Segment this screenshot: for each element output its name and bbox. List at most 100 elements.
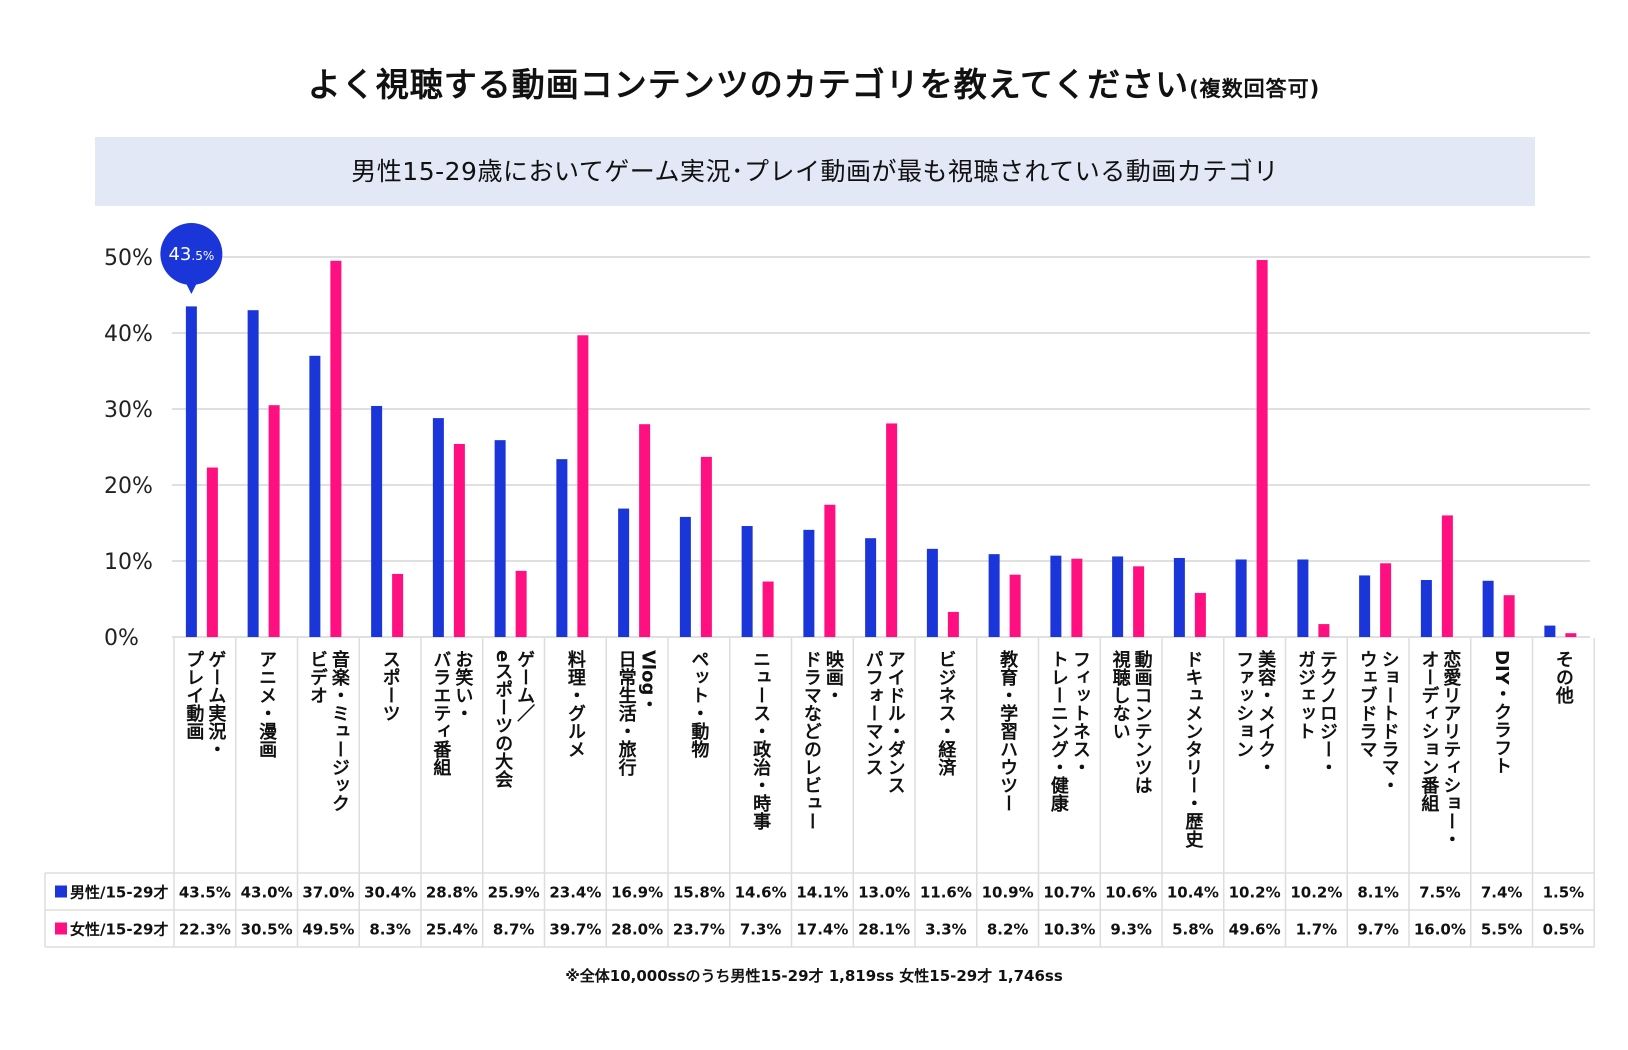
- category-label: ファッション: [1233, 650, 1254, 758]
- bar-female: [1133, 566, 1145, 637]
- table-value-male: 7.5%: [1419, 884, 1461, 902]
- table-value-male: 15.8%: [673, 884, 725, 902]
- table-value-male: 10.4%: [1167, 884, 1219, 902]
- bar-female: [1256, 260, 1268, 637]
- bar-female: [268, 405, 280, 637]
- bar-male: [1297, 559, 1309, 637]
- category-label: ウェブドラマ: [1357, 650, 1378, 758]
- table-value-female: 28.0%: [611, 921, 663, 939]
- callout-pointer: [185, 282, 198, 294]
- table-value-female: 7.3%: [740, 921, 782, 939]
- category-label: アニメ・漫画: [256, 650, 277, 759]
- category-label: 動画コンテンツは: [1132, 649, 1153, 794]
- callout-value-unit: .5%: [191, 249, 214, 263]
- category-label: 日常生活・旅行: [616, 650, 638, 776]
- category-label: ドラマなどのレビュー: [801, 650, 822, 830]
- category-label: 料理・グルメ: [565, 649, 586, 758]
- category-label: ビデオ: [307, 650, 328, 704]
- bar-female: [392, 573, 404, 637]
- table-value-female: 49.5%: [302, 921, 354, 939]
- bar-male: [1050, 555, 1062, 637]
- bar-female: [886, 423, 898, 637]
- bar-male: [432, 418, 444, 637]
- table-value-female: 28.1%: [858, 921, 910, 939]
- table-value-female: 0.5%: [1543, 921, 1585, 939]
- table-value-female: 9.3%: [1110, 921, 1152, 939]
- table-value-male: 23.4%: [549, 884, 601, 902]
- category-label: ショートドラマ・: [1379, 650, 1400, 794]
- bar-female: [1503, 595, 1515, 637]
- callout-value: 43.5%: [168, 244, 214, 265]
- bar-female: [1009, 574, 1021, 637]
- category-label: ニュース・政治・時事: [750, 650, 771, 831]
- table-value-male: 10.2%: [1229, 884, 1281, 902]
- category-label: その他: [1553, 650, 1575, 704]
- category-label: 音楽・ミュージック: [329, 649, 350, 812]
- table-value-male: 43.5%: [179, 884, 231, 902]
- bar-male: [1173, 557, 1185, 637]
- bar-male: [556, 459, 568, 637]
- table-value-female: 22.3%: [179, 921, 231, 939]
- table-value-male: 11.6%: [920, 884, 972, 902]
- table-value-male: 43.0%: [241, 884, 293, 902]
- table-value-male: 30.4%: [364, 884, 416, 902]
- category-label: 恋愛リアリティショー・: [1440, 649, 1461, 848]
- table-value-male: 14.1%: [796, 884, 848, 902]
- bar-male: [865, 538, 877, 637]
- table-value-female: 5.8%: [1172, 921, 1214, 939]
- category-label: DIY・クラフト: [1491, 650, 1512, 775]
- category-label: ビジネス・経済: [935, 650, 956, 777]
- category-label: テクノロジー・: [1317, 650, 1338, 776]
- bar-male: [247, 310, 259, 637]
- category-label: フィットネス・: [1070, 650, 1091, 776]
- bar-male: [988, 554, 1000, 637]
- table-value-male: 10.6%: [1105, 884, 1157, 902]
- bar-male: [926, 548, 938, 637]
- bar-female: [1565, 633, 1577, 637]
- category-label: ゲーム／: [514, 650, 535, 723]
- table-value-female: 8.7%: [493, 921, 535, 939]
- table-value-female: 25.4%: [426, 921, 478, 939]
- bar-male: [741, 526, 753, 637]
- table-value-female: 1.7%: [1296, 921, 1338, 939]
- table-value-female: 16.0%: [1414, 921, 1466, 939]
- bar-female: [1194, 592, 1206, 637]
- bar-male: [1112, 556, 1124, 637]
- bar-female: [330, 260, 342, 637]
- category-label: アイドル・ダンス: [885, 650, 906, 794]
- title-main: よく視聴する動画コンテンツのカテゴリを教えてください: [307, 65, 1190, 104]
- category-label: お笑い・: [452, 650, 473, 722]
- bar-male: [1235, 559, 1247, 637]
- table-value-male: 10.7%: [1043, 884, 1095, 902]
- table-value-female: 49.6%: [1229, 921, 1281, 939]
- category-label: 美容・メイク・: [1255, 649, 1276, 776]
- callout-value-main: 43: [168, 244, 191, 265]
- legend-label-female: 女性/15-29才: [70, 921, 168, 939]
- y-tick-label: 0%: [104, 626, 139, 651]
- table-value-female: 39.7%: [549, 921, 601, 939]
- table-value-female: 8.3%: [369, 921, 411, 939]
- bar-male: [1482, 580, 1494, 637]
- bar-male: [1420, 580, 1432, 637]
- bar-female: [515, 570, 527, 637]
- category-label: 教育・学習ハウツー: [997, 649, 1018, 812]
- y-tick-label: 10%: [104, 550, 153, 575]
- table-value-female: 23.7%: [673, 921, 725, 939]
- bar-male: [371, 405, 383, 637]
- category-label: パフォーマンス: [863, 650, 884, 776]
- table-value-female: 30.5%: [241, 921, 293, 939]
- table-value-female: 9.7%: [1357, 921, 1399, 939]
- bar-male: [309, 355, 321, 637]
- category-label: 映画・: [823, 649, 844, 704]
- category-label: トレーニング・健康: [1048, 650, 1069, 813]
- table-value-female: 10.3%: [1043, 921, 1095, 939]
- bar-female: [639, 424, 651, 637]
- y-tick-label: 30%: [104, 398, 153, 423]
- category-label: オーディション番組: [1418, 650, 1440, 812]
- table-value-male: 1.5%: [1543, 884, 1585, 902]
- category-label: ガジェット: [1295, 650, 1316, 740]
- table-value-male: 7.4%: [1481, 884, 1523, 902]
- category-label: プレイ動画: [183, 650, 204, 741]
- y-tick-label: 50%: [104, 246, 153, 271]
